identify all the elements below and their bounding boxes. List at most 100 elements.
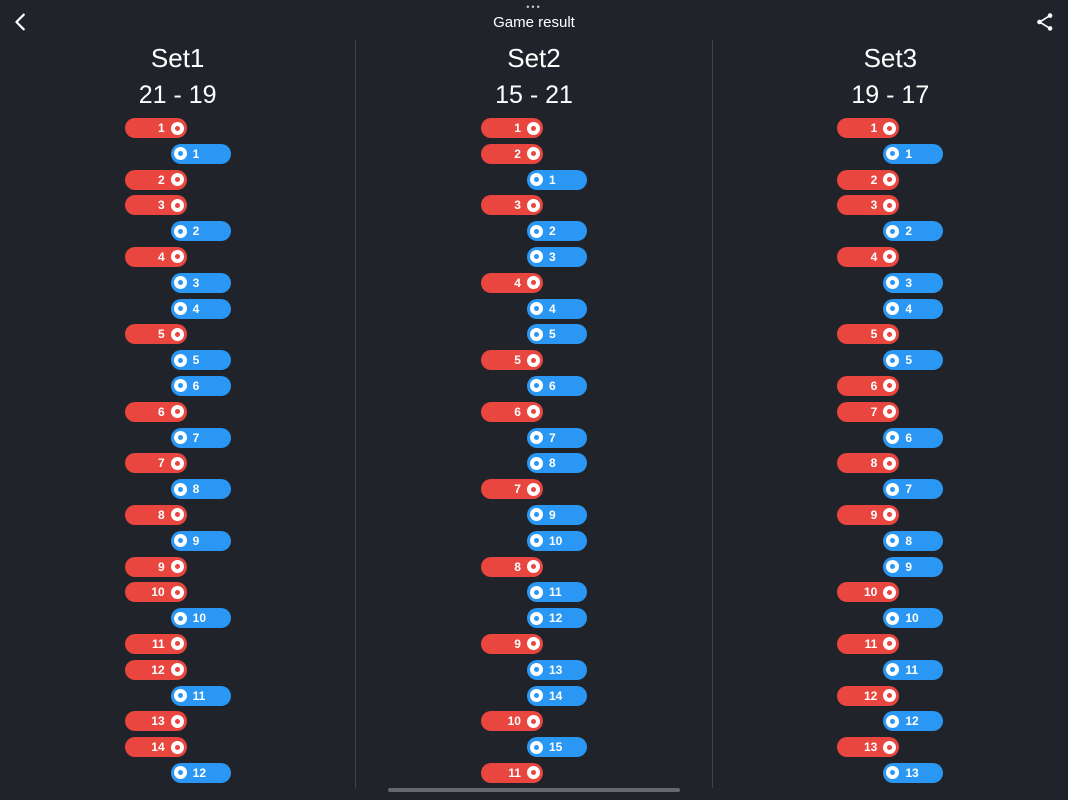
red-point-pill: 10 xyxy=(124,582,187,603)
point-number: 12 xyxy=(192,765,207,780)
blue-point-pill: 8 xyxy=(883,530,944,551)
point-dot-icon xyxy=(883,508,897,522)
point-number: 2 xyxy=(548,224,556,239)
red-point-pill: 4 xyxy=(480,272,543,293)
red-point-pill: 3 xyxy=(124,195,187,216)
red-point-pill: 9 xyxy=(837,504,900,525)
point-number: 13 xyxy=(863,740,878,755)
point-dot-icon xyxy=(173,689,187,703)
point-dot-icon xyxy=(173,276,187,290)
point-row: 10 xyxy=(837,582,943,603)
blue-point-pill: 12 xyxy=(883,711,944,732)
point-row: 1 xyxy=(125,143,231,164)
point-row: 5 xyxy=(124,324,231,345)
blue-point-pill: 15 xyxy=(526,737,587,758)
point-number: 7 xyxy=(192,430,200,445)
point-dot-icon xyxy=(526,198,540,212)
point-row: 10 xyxy=(837,608,944,629)
point-dot-icon xyxy=(886,147,900,161)
point-number: 3 xyxy=(192,275,200,290)
point-row: 4 xyxy=(125,298,231,319)
point-dot-icon xyxy=(883,327,897,341)
point-number: 3 xyxy=(870,198,878,213)
point-dot-icon xyxy=(883,121,897,135)
point-dot-icon xyxy=(170,405,184,419)
point-row: 13 xyxy=(124,711,231,732)
point-dot-icon xyxy=(526,714,540,728)
point-number: 11 xyxy=(905,662,918,677)
red-point-pill: 11 xyxy=(124,633,187,654)
red-point-pill: 12 xyxy=(837,685,900,706)
point-row: 1 xyxy=(837,143,944,164)
point-row: 8 xyxy=(480,556,587,577)
point-number: 1 xyxy=(870,121,878,135)
point-row: 9 xyxy=(837,504,943,525)
blue-point-pill: 11 xyxy=(526,582,587,603)
point-dot-icon xyxy=(886,534,900,548)
point-dot-icon xyxy=(529,456,543,470)
point-row: 3 xyxy=(837,195,943,216)
blue-point-pill: 9 xyxy=(526,504,587,525)
point-dot-icon xyxy=(173,379,187,393)
set-score: 21 - 19 xyxy=(138,81,217,109)
point-dot-icon xyxy=(173,766,187,780)
point-number: 6 xyxy=(905,430,912,445)
point-row: 4 xyxy=(124,246,231,267)
point-dot-icon xyxy=(170,508,184,522)
point-number: 13 xyxy=(151,714,165,729)
point-row: 6 xyxy=(125,375,231,396)
point-dot-icon xyxy=(170,585,184,599)
point-row: 12 xyxy=(837,685,943,706)
point-dot-icon xyxy=(526,482,540,496)
point-number: 8 xyxy=(548,456,556,471)
point-number: 10 xyxy=(507,714,521,729)
point-row: 11 xyxy=(124,633,231,654)
point-dot-icon xyxy=(529,224,543,238)
page-title: Game result xyxy=(493,14,575,31)
point-row: 9 xyxy=(481,504,587,525)
point-row: 4 xyxy=(837,298,944,319)
point-row: 7 xyxy=(124,453,231,474)
point-row: 9 xyxy=(480,633,587,654)
point-row: 4 xyxy=(480,272,587,293)
point-row: 8 xyxy=(837,453,943,474)
point-dot-icon xyxy=(883,250,897,264)
point-dot-icon xyxy=(526,121,540,135)
blue-point-pill: 6 xyxy=(170,375,231,396)
point-number: 10 xyxy=(548,533,563,548)
red-point-pill: 5 xyxy=(480,350,543,371)
point-number: 10 xyxy=(192,611,207,626)
point-number: 1 xyxy=(157,121,165,135)
point-row: 11 xyxy=(480,762,587,783)
point-row: 11 xyxy=(837,633,943,654)
point-number: 3 xyxy=(157,198,165,213)
point-row: 9 xyxy=(125,530,231,551)
horizontal-scrollbar[interactable] xyxy=(388,788,680,792)
blue-point-pill: 4 xyxy=(526,298,587,319)
point-number: 1 xyxy=(548,172,556,187)
point-dot-icon xyxy=(170,173,184,187)
point-number: 6 xyxy=(548,378,556,393)
point-row: 12 xyxy=(481,608,587,629)
red-point-pill: 11 xyxy=(480,762,543,783)
blue-point-pill: 9 xyxy=(883,556,944,577)
point-number: 6 xyxy=(192,378,200,393)
point-row: 7 xyxy=(837,401,943,422)
share-button[interactable] xyxy=(1028,5,1062,39)
red-point-pill: 12 xyxy=(124,659,187,680)
blue-point-pill: 13 xyxy=(883,762,944,783)
red-point-pill: 3 xyxy=(837,195,900,216)
point-row: 2 xyxy=(837,169,943,190)
point-number: 6 xyxy=(870,378,878,393)
red-point-pill: 7 xyxy=(124,453,187,474)
red-point-pill: 7 xyxy=(837,401,900,422)
point-number: 5 xyxy=(548,327,556,342)
point-row: 2 xyxy=(125,221,231,242)
blue-point-pill: 1 xyxy=(170,143,231,164)
back-button[interactable] xyxy=(4,5,38,39)
point-row: 10 xyxy=(481,530,587,551)
point-number: 8 xyxy=(157,507,165,522)
point-row: 6 xyxy=(480,401,587,422)
point-row: 10 xyxy=(125,608,231,629)
point-row: 3 xyxy=(481,246,587,267)
